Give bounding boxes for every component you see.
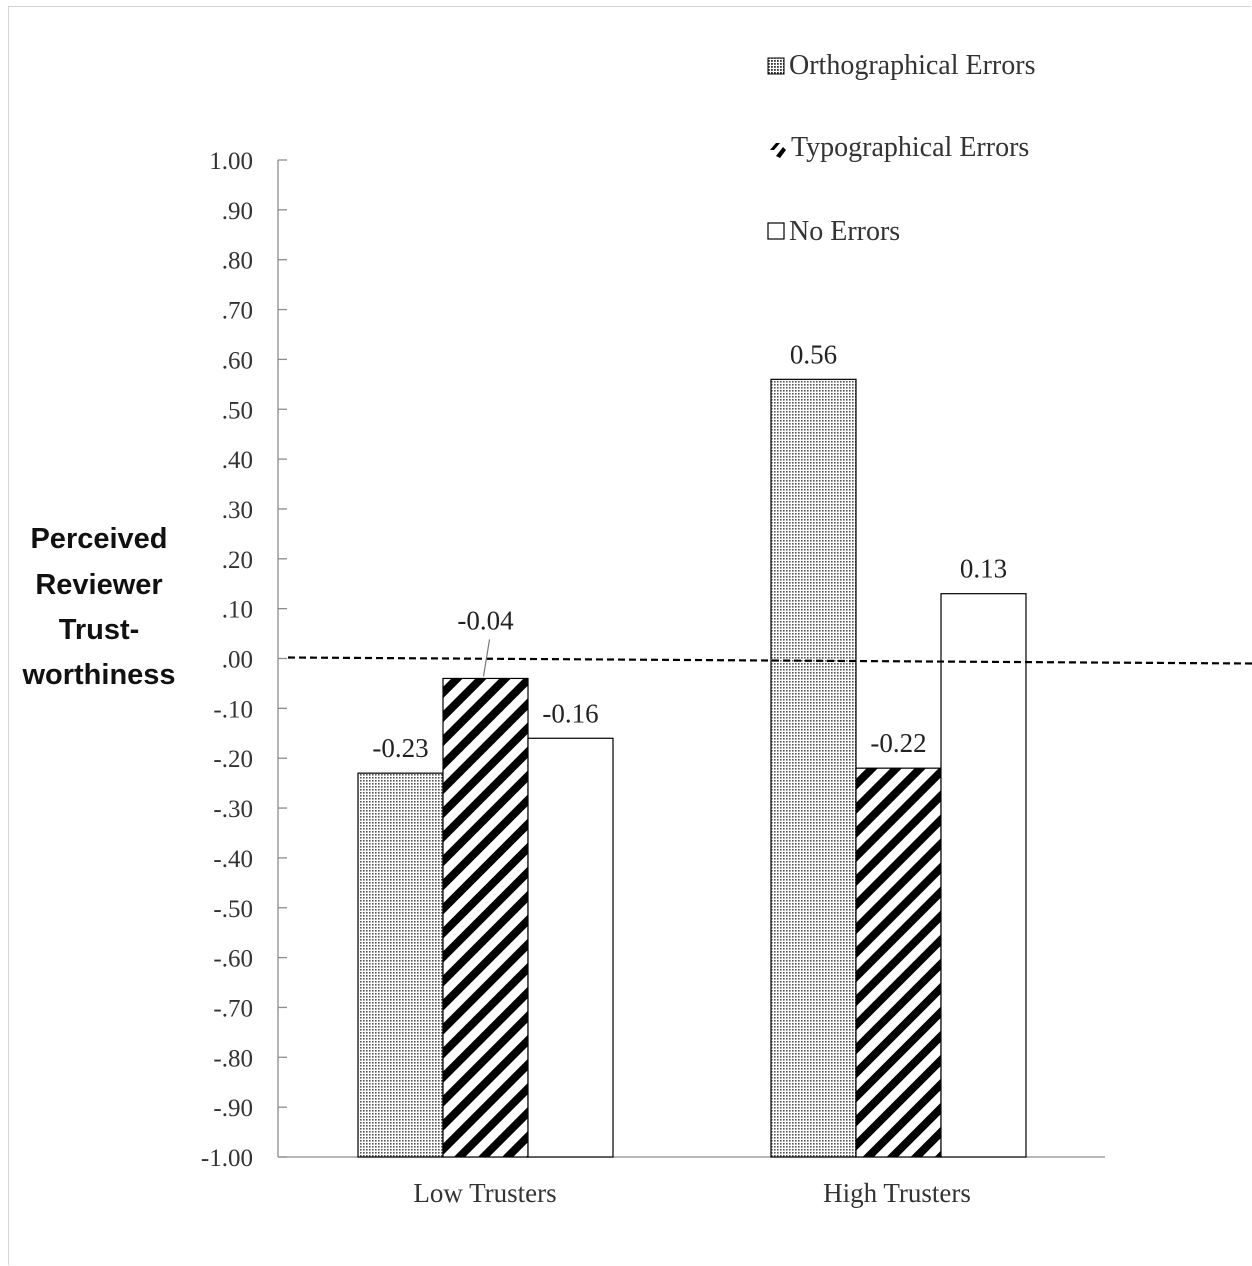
data-label: -0.16 — [542, 698, 598, 728]
legend: Orthographical Errors Typographical Erro… — [767, 50, 1035, 247]
y-tick-label: .00 — [222, 647, 253, 674]
y-tick-label: .60 — [222, 347, 253, 374]
bar — [527, 737, 614, 1158]
y-tick-label: 1.00 — [209, 148, 253, 175]
chart-frame — [8, 6, 1251, 1265]
y-tick-label: -.40 — [213, 846, 253, 873]
y-tick-label: .50 — [222, 397, 253, 424]
y-tick-label: -.50 — [213, 896, 253, 923]
y-axis-label-line: Perceived — [30, 523, 167, 555]
reference-line-group — [287, 656, 1252, 665]
y-tick-label: .40 — [222, 447, 253, 474]
y-tick-label: .30 — [222, 497, 253, 524]
y-tick-label: .70 — [222, 298, 253, 325]
legend-label-typographical: Typographical Errors — [791, 132, 1029, 163]
data-labels-group: -0.23 -0.04 -0.16 0.56 -0.22 0.13 — [372, 339, 1007, 763]
legend-swatch-no-errors — [767, 222, 785, 240]
legend-label-orthographical: Orthographical Errors — [789, 50, 1035, 81]
y-axis-label: Perceived Reviewer Trust- worthiness — [21, 523, 175, 691]
data-label: 0.13 — [960, 554, 1007, 584]
x-category-label: High Trusters — [823, 1178, 971, 1208]
bar — [770, 378, 857, 1158]
legend-swatch-orthographical — [767, 57, 785, 75]
data-label: -0.04 — [457, 605, 514, 635]
y-tick-label: -.30 — [213, 796, 253, 823]
y-axis-label-line: Reviewer — [35, 569, 162, 601]
axes: 1.00 .90 .80 .70 .60 .50 .40 .30 .20 .10 .00 -.10 -.… — [201, 148, 1105, 1208]
bar — [442, 677, 529, 1158]
reference-line-zero — [287, 656, 1252, 665]
y-axis-label-line: Trust- — [59, 614, 140, 646]
bar — [855, 767, 942, 1158]
y-tick-label: -.10 — [213, 696, 253, 723]
y-tick-label: -.70 — [213, 995, 253, 1022]
y-tick-label: -.80 — [213, 1045, 253, 1072]
data-label-leader — [482, 639, 491, 677]
bars-group — [357, 378, 1027, 1158]
y-tick-label: .90 — [222, 198, 253, 225]
y-tick-label: .10 — [222, 597, 253, 624]
y-tick-label: .20 — [222, 547, 253, 574]
y-tick-label: -.90 — [213, 1095, 253, 1122]
data-label: 0.56 — [790, 339, 837, 369]
data-label: -0.22 — [870, 728, 926, 758]
y-tick-label: -.60 — [213, 946, 253, 973]
y-tick-label: .80 — [222, 248, 253, 275]
bar — [940, 593, 1027, 1158]
y-axis-label-line: worthiness — [21, 659, 175, 691]
data-label: -0.23 — [372, 733, 428, 763]
y-tick-label: -.20 — [213, 746, 253, 773]
x-category-label: Low Trusters — [413, 1178, 556, 1208]
y-tick-label: -1.00 — [201, 1145, 253, 1172]
legend-label-no-errors: No Errors — [789, 216, 900, 247]
legend-swatch-typographical — [770, 143, 786, 158]
bar — [357, 772, 444, 1158]
